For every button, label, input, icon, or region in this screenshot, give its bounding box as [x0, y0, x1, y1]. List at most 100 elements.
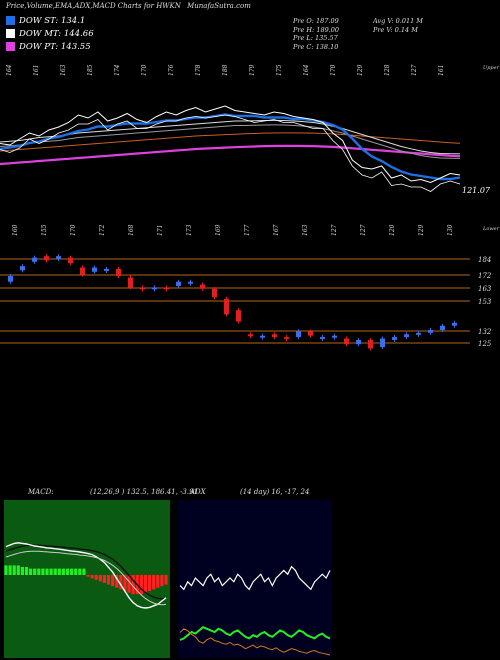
macd-histogram-bar: [131, 575, 135, 595]
macd-histogram-bar: [123, 575, 127, 591]
candle-body: [80, 267, 85, 275]
candle-body: [92, 267, 97, 272]
macd-histogram-bar: [57, 568, 61, 575]
ema-mid-lower: [0, 124, 461, 159]
legend-item: DOW MT: 144.66: [6, 29, 94, 41]
stat-volume: Pre V: 0.14 M: [373, 25, 418, 34]
macd-histogram-bar: [147, 575, 152, 591]
candle-body: [44, 256, 49, 261]
candle-body: [236, 310, 241, 322]
candle-body: [428, 330, 433, 333]
macd-histogram-bar: [90, 575, 94, 579]
macd-histogram-bar: [152, 575, 156, 590]
candle-body: [392, 337, 397, 340]
candle-body: [8, 276, 13, 282]
price-level-label: 172: [478, 272, 492, 280]
stat-volume: Avg V: 0.011 M: [373, 17, 423, 25]
macd-histogram-bar: [4, 565, 8, 575]
legend-label: DOW MT: 144.66: [19, 29, 94, 39]
candle-body: [32, 257, 37, 262]
candle-body: [368, 339, 373, 349]
macd-label: MACD:: [28, 488, 54, 496]
macd-histogram-bar: [82, 568, 86, 575]
candle-body: [344, 338, 349, 345]
macd-histogram-bar: [20, 567, 25, 575]
macd-histogram-bar: [16, 565, 20, 575]
legend-swatch: [6, 42, 15, 51]
macd-params: (12,26,9 ) 132.5, 186.41, -3.91: [90, 488, 199, 496]
legend-label: DOW PT: 143.55: [19, 42, 91, 52]
candle-body: [296, 331, 301, 338]
chart-title-text: Price,Volume,EMA,ADX,MACD Charts for HWK…: [6, 2, 181, 10]
macd-histogram-bar: [74, 568, 78, 575]
legend-item: DOW ST: 134.1: [6, 16, 85, 28]
price-level-label: 125: [478, 340, 492, 348]
macd-histogram-bar: [160, 575, 164, 587]
candle-body: [332, 335, 337, 338]
macd-histogram-bar: [61, 568, 66, 575]
macd-histogram-bar: [115, 575, 119, 588]
macd-histogram-bar: [65, 568, 70, 575]
ema-short-line: [0, 113, 461, 181]
macd-histogram-bar: [33, 568, 37, 575]
candle-body: [260, 335, 265, 338]
macd-histogram-bar: [8, 565, 12, 575]
candle-body: [440, 325, 445, 330]
price-level-label: 163: [478, 285, 492, 293]
macd-histogram-bar: [102, 575, 107, 583]
lower-band-label: Lower: [483, 226, 499, 232]
macd-histogram-bar: [106, 575, 111, 585]
ema-mid-line: [0, 119, 461, 155]
macd-histogram-bar: [53, 568, 57, 575]
macd-histogram-bar: [24, 567, 29, 575]
ema-long-line: [0, 144, 461, 166]
stat-prev: Pre O: 187.09: [293, 17, 339, 25]
macd-histogram-bar: [119, 575, 123, 590]
chart-title: Price,Volume,EMA,ADX,MACD Charts for HWK…: [6, 2, 251, 10]
candle-body: [308, 331, 313, 336]
macd-histogram-bar: [164, 575, 168, 585]
legend-label: DOW ST: 134.1: [19, 16, 86, 26]
upper-band-label: Upper: [483, 65, 499, 71]
legend-swatch: [6, 16, 15, 25]
candle-body: [140, 287, 145, 290]
candle-body: [128, 277, 133, 288]
macd-histogram-bar: [70, 568, 74, 575]
candle-body: [152, 287, 157, 290]
candle-body: [416, 332, 421, 335]
candle-body: [248, 334, 253, 337]
legend-item: DOW PT: 143.55: [6, 42, 91, 54]
close-low-line: [0, 114, 461, 192]
price-level-label: 132: [478, 328, 492, 336]
candle-body: [116, 268, 121, 277]
site-name: MunafaSutra.com: [187, 2, 251, 10]
legend-swatch: [6, 29, 15, 38]
macd-histogram-bar: [49, 568, 53, 575]
macd-histogram-bar: [86, 575, 90, 577]
macd-histogram-bar: [41, 568, 45, 575]
macd-histogram-bar: [37, 568, 41, 575]
macd-histogram-bar: [78, 568, 82, 575]
candle-body: [284, 337, 289, 340]
macd-signal-shadow: [5, 550, 167, 606]
candle-body: [356, 339, 361, 345]
candle-body: [176, 281, 181, 286]
candle-body: [68, 257, 73, 264]
macd-histogram-bar: [127, 575, 131, 593]
last-value-label: 121.07: [462, 186, 490, 195]
candle-body: [320, 337, 325, 340]
macd-histogram-bar: [156, 575, 160, 588]
macd-line: [5, 542, 167, 609]
candle-body: [200, 284, 205, 289]
adx-panel-bg: [178, 500, 332, 658]
macd-histogram-bar: [12, 565, 16, 575]
candle-body: [188, 281, 193, 284]
close-line: [0, 105, 461, 184]
ema-long-upper: [0, 132, 461, 152]
price-level-label: 153: [478, 298, 492, 306]
candle-body: [104, 268, 109, 271]
adx-line: [179, 628, 331, 656]
stat-prev: Pre L: 135.57: [293, 34, 338, 42]
adx-plus-di-line: [179, 565, 331, 591]
